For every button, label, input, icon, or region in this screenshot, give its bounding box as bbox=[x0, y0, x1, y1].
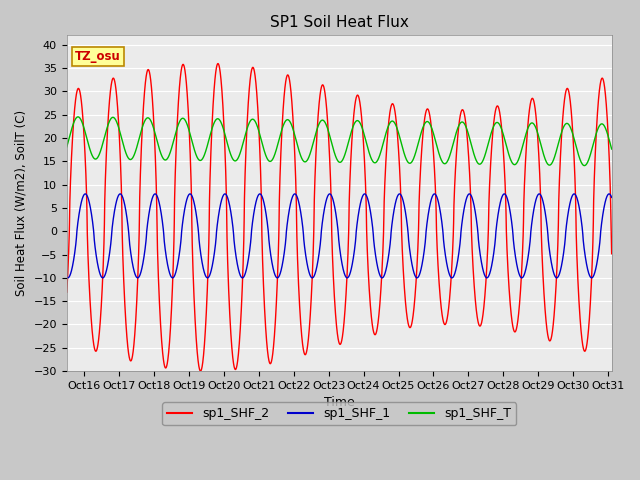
sp1_SHF_1 bbox=[472, 215, 480, 220]
sp1_SHF_T bbox=[63, 144, 70, 150]
sp1_SHF_2 bbox=[514, 318, 522, 324]
sp1_SHF_1 bbox=[514, 266, 522, 272]
sp1_SHF_2 bbox=[420, 125, 428, 131]
sp1_SHF_1 bbox=[273, 275, 280, 280]
Legend: sp1_SHF_2, sp1_SHF_1, sp1_SHF_T: sp1_SHF_2, sp1_SHF_1, sp1_SHF_T bbox=[163, 402, 516, 425]
sp1_SHF_2 bbox=[392, 115, 399, 120]
sp1_SHF_2 bbox=[63, 289, 70, 295]
sp1_SHF_1 bbox=[392, 199, 399, 204]
sp1_SHF_1 bbox=[420, 252, 428, 258]
sp1_SHF_2 bbox=[163, 364, 170, 370]
sp1_SHF_T bbox=[273, 146, 280, 152]
Title: SP1 Soil Heat Flux: SP1 Soil Heat Flux bbox=[269, 15, 408, 30]
Line: sp1_SHF_T: sp1_SHF_T bbox=[67, 117, 615, 166]
X-axis label: Time: Time bbox=[324, 396, 355, 409]
sp1_SHF_T bbox=[392, 122, 399, 128]
Y-axis label: Soil Heat Flux (W/m2), SoilT (C): Soil Heat Flux (W/m2), SoilT (C) bbox=[15, 110, 28, 296]
sp1_SHF_1 bbox=[63, 275, 70, 280]
Line: sp1_SHF_2: sp1_SHF_2 bbox=[67, 63, 615, 371]
sp1_SHF_T bbox=[611, 157, 619, 163]
sp1_SHF_1 bbox=[163, 255, 170, 261]
sp1_SHF_T bbox=[514, 158, 522, 164]
sp1_SHF_2 bbox=[273, 298, 280, 303]
sp1_SHF_1 bbox=[611, 210, 619, 216]
sp1_SHF_T bbox=[472, 157, 480, 163]
sp1_SHF_1 bbox=[116, 191, 124, 197]
Line: sp1_SHF_1: sp1_SHF_1 bbox=[67, 194, 615, 278]
sp1_SHF_T bbox=[163, 156, 170, 162]
sp1_SHF_T bbox=[74, 114, 82, 120]
sp1_SHF_2 bbox=[472, 305, 480, 311]
sp1_SHF_1 bbox=[204, 275, 211, 281]
sp1_SHF_2 bbox=[611, 324, 619, 330]
Text: TZ_osu: TZ_osu bbox=[75, 50, 121, 63]
sp1_SHF_T bbox=[420, 123, 428, 129]
sp1_SHF_T bbox=[580, 163, 588, 168]
sp1_SHF_2 bbox=[196, 368, 204, 374]
sp1_SHF_2 bbox=[214, 60, 221, 66]
